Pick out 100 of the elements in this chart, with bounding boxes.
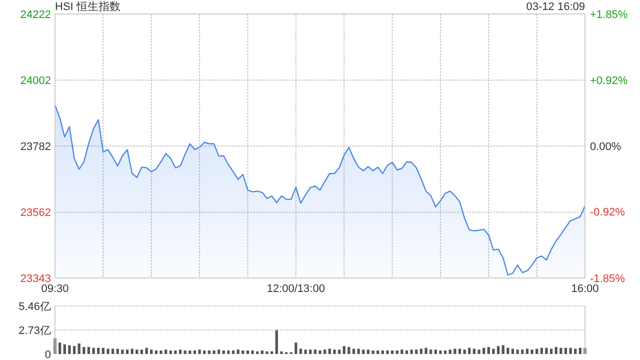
bar [338,350,341,354]
bar [78,343,80,354]
y-tick-label: 23782 [20,141,51,153]
bar [415,350,418,354]
bar [212,350,216,354]
bar [569,348,572,354]
bar [208,350,211,354]
bar [463,350,466,354]
bar [511,348,514,354]
bar [540,348,543,354]
bar [424,348,428,354]
bar [420,348,423,354]
bar [198,350,201,354]
bar [169,350,172,354]
bar [102,348,105,354]
bar [227,350,230,354]
bar [246,350,250,354]
x-tick-label: 09:30 [41,283,69,295]
bar [434,350,437,354]
bar [87,346,90,354]
bar [352,348,356,354]
bar [314,350,317,354]
bar [242,350,244,354]
y-tick-label: 2.73亿 [18,324,51,337]
y-tick-label: 23562 [20,207,51,220]
chart-title: HSI 恒生指数 [55,0,120,13]
bar [145,348,148,354]
bar [160,350,162,354]
bar [111,348,114,354]
bar [68,345,71,354]
bar [482,348,486,354]
bar [521,350,524,354]
bar [126,350,129,354]
bar [280,351,283,354]
bar [478,350,480,354]
bar [323,350,326,354]
y-tick-label: 5.46亿 [18,300,51,313]
bar [217,350,220,354]
bar [154,350,158,354]
bar [178,350,182,354]
bar [342,346,346,354]
bar [266,351,268,354]
bar [318,350,322,354]
bar [545,348,548,354]
bar [502,345,504,354]
x-tick-label: 12:00/13:00 [266,283,325,295]
bar [376,350,380,354]
bar [164,350,168,354]
y-tick-label: 24002 [20,74,51,87]
bar [468,348,471,354]
bar [458,348,462,354]
bar [516,350,519,354]
y-tick-label: 23343 [20,272,51,285]
y2-tick-label: 0.00% [590,140,622,153]
bar [299,348,302,354]
bar [92,348,95,354]
bar [136,350,138,354]
bar [400,350,404,354]
bar [294,342,298,354]
bar [396,350,398,354]
bar [366,350,370,354]
bar [439,350,442,354]
bar [492,348,495,354]
bar [487,346,490,354]
bar [362,350,365,354]
bar [82,346,86,354]
bar [381,350,384,354]
bar [236,350,240,354]
bar [535,348,538,354]
bar [328,348,331,354]
bar [106,348,110,354]
bar [63,344,66,354]
y-tick-label: 0 [44,348,51,360]
bar [222,350,225,354]
bar [444,350,447,354]
bar [232,350,235,354]
bar [550,348,553,354]
bar [472,348,476,354]
bar [309,350,312,354]
bar [130,348,134,354]
bar [121,350,124,354]
bar [429,350,432,354]
bar [454,348,456,354]
bar [58,342,62,354]
bar [140,350,144,354]
bar [203,350,206,354]
x-tick-label: 16:00 [571,283,599,295]
bar [251,350,254,354]
bar [564,348,568,354]
bar [97,348,100,354]
bar [333,350,336,354]
bar [275,330,278,354]
bar [260,350,264,354]
y2-tick-label: -1.85% [590,272,626,285]
bar [357,348,360,354]
bar [348,346,350,354]
y2-tick-label: +0.92% [590,75,628,88]
bar [554,346,558,354]
bar [530,350,534,354]
bar [405,350,408,354]
